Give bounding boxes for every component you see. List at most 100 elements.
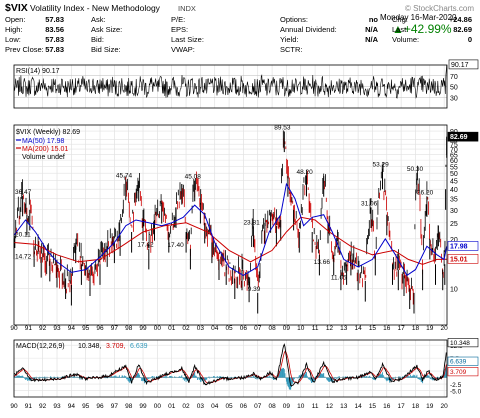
macd-x-axis-label: 08 — [268, 403, 276, 410]
price-x-axis-label: 16 — [383, 325, 391, 332]
macd-x-axis-label: 95 — [82, 403, 90, 410]
price-x-axis-label: 15 — [369, 325, 377, 332]
macd-line — [13, 343, 447, 387]
ma50-legend: MA(50) 17.98 — [22, 138, 65, 145]
price-x-axis-label: 09 — [283, 325, 291, 332]
macd-x-axis-label: 03 — [197, 403, 205, 410]
price-annotation: 20.11 — [15, 231, 31, 238]
macd-x-axis-label: 07 — [254, 403, 262, 410]
price-last-box — [447, 254, 479, 264]
macd-x-axis-label: 02 — [182, 403, 190, 410]
macd-x-axis-label: 20 — [441, 403, 449, 410]
stat-label: Last Size: — [171, 35, 204, 44]
price-x-axis-label: 01 — [168, 325, 176, 332]
price-tick-label: 50 — [450, 171, 458, 178]
stat-label: Last: — [392, 25, 408, 34]
macd-legend-value: 10.348, — [78, 343, 101, 350]
stat-label: Ask: — [91, 15, 106, 24]
stat-value: 57.83 — [45, 35, 64, 44]
macd-legend-signal: 3.709, — [106, 343, 126, 350]
price-annotation: 50.30 — [407, 166, 424, 173]
stat-value: 57.83 — [45, 15, 64, 24]
price-x-axis-label: 18 — [412, 325, 420, 332]
price-x-axis-label: 08 — [268, 325, 276, 332]
macd-x-axis-label: 96 — [96, 403, 104, 410]
macd-x-axis-label: 00 — [154, 403, 162, 410]
macd-x-axis-label: 93 — [53, 403, 61, 410]
price-annotation: 36.47 — [15, 189, 32, 196]
stat-label: Open: — [5, 15, 25, 24]
price-tick-label: 65 — [450, 152, 458, 159]
ma200-line — [13, 216, 447, 265]
rsi-frame — [13, 64, 448, 109]
stat-value: N/A — [365, 35, 379, 44]
price-x-axis-label: 90 — [10, 325, 18, 332]
price-tick-label: 30 — [450, 208, 458, 215]
price-x-axis-label: 06 — [240, 325, 248, 332]
stat-value: 82.69 — [453, 25, 472, 34]
macd-x-axis-label: 18 — [412, 403, 420, 410]
price-legend: $VIX (Weekly) 82.69 — [16, 129, 80, 136]
macd-x-axis-label: 99 — [139, 403, 147, 410]
stat-value: 57.83 — [45, 45, 64, 54]
price-x-axis-label: 94 — [68, 325, 76, 332]
macd-x-axis-label: 04 — [211, 403, 219, 410]
stat-label: P/E: — [171, 15, 185, 24]
volume-legend: Volume undef — [22, 154, 65, 161]
macd-panel: 12.57.52.5-2.5-5.0MACD(12,26,9)10.348,3.… — [13, 338, 479, 398]
change-percent: ▲+42.99% — [392, 22, 452, 36]
price-tick-label: 60 — [450, 158, 458, 165]
x-axes: 90 91 92 93 94 95 96 97 98 99 00 01 02 03 04 05 06 07 08 09… — [10, 325, 448, 410]
macd-x-axis-label: 11 — [312, 403, 319, 410]
stat-label: Options: — [280, 15, 308, 24]
price-annotation: 36.20 — [417, 189, 434, 196]
price-tick-label: 75 — [450, 142, 458, 149]
price-x-axis-label: 10 — [297, 325, 305, 332]
price-x-axis-label: 98 — [125, 325, 133, 332]
macd-x-axis-label: 98 — [125, 403, 133, 410]
price-x-axis-label: 14 — [354, 325, 362, 332]
price-annotation: 48.20 — [296, 169, 313, 176]
price-tick-label: 55 — [450, 164, 458, 171]
rsi-legend: RSI(14) 90.17 — [16, 68, 60, 75]
price-x-axis-label: 17 — [398, 325, 406, 332]
macd-x-axis-label: 05 — [225, 403, 233, 410]
price-annotation: 53.29 — [372, 162, 389, 169]
macd-x-axis-label: 19 — [426, 403, 434, 410]
price-tick-label: 20 — [450, 237, 458, 244]
price-panel: 90807570656055504540353025201510$VIX (We… — [13, 124, 479, 326]
stat-label: Prev Close: — [5, 45, 44, 54]
price-annotation: 17.40 — [167, 242, 184, 249]
price-last-value: 17.98 — [450, 243, 468, 250]
macd-x-axis-label: 16 — [383, 403, 391, 410]
price-annotation: 89.53 — [274, 124, 291, 131]
stat-label: SCTR: — [280, 45, 303, 54]
price-x-axis-label: 97 — [111, 325, 119, 332]
price-annotation: 45.74 — [116, 173, 133, 180]
rsi-tick-label: 70 — [450, 74, 458, 81]
stat-value: no — [369, 15, 379, 24]
rsi-last-value: 90.17 — [451, 62, 469, 69]
rsi-panel: 70 50 30 RSI(14) 90.17 90.17 — [13, 59, 479, 109]
rsi-line — [13, 64, 447, 99]
price-x-axis-label: 93 — [53, 325, 61, 332]
price-x-axis-label: 91 — [25, 325, 33, 332]
macd-x-axis-label: 94 — [68, 403, 76, 410]
price-x-axis-label: 99 — [139, 325, 147, 332]
stat-label: Chg: — [392, 15, 408, 24]
price-tick-label: 10 — [450, 286, 458, 293]
macd-x-axis-label: 14 — [354, 403, 362, 410]
price-x-axis-label: 12 — [326, 325, 334, 332]
price-annotation: 9.39 — [248, 286, 261, 293]
price-x-axis-label: 07 — [254, 325, 262, 332]
ma200-legend: MA(200) 15.01 — [22, 146, 68, 153]
price-annotation: 13.66 — [314, 259, 331, 266]
symbol-name: Volatility Index - New Methodology — [30, 3, 161, 13]
price-x-axis-label: 96 — [96, 325, 104, 332]
stat-value: +24.86 — [449, 15, 472, 24]
stat-value: 83.56 — [45, 25, 64, 34]
ma50-line — [13, 182, 448, 277]
macd-x-axis-label: 15 — [369, 403, 377, 410]
